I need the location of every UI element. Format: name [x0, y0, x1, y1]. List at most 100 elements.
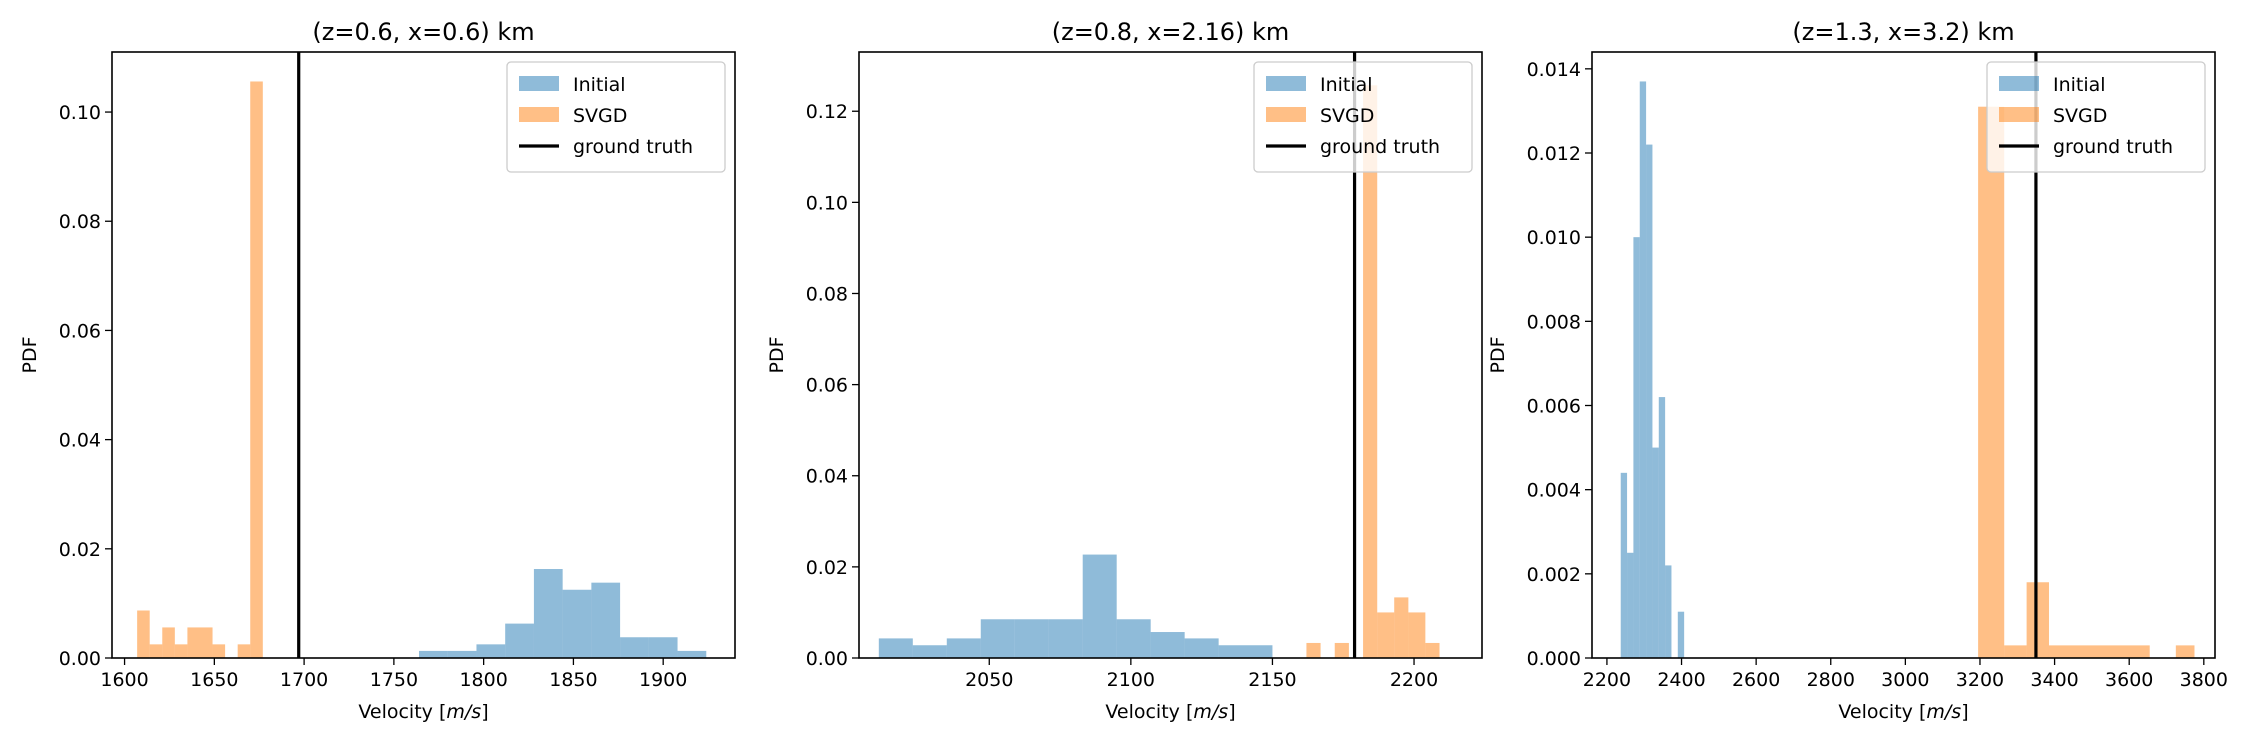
legend-label: SVGD	[2053, 105, 2107, 127]
x-axis-label: Velocity [m/s]	[358, 701, 488, 723]
y-tick-label: 0.004	[1527, 480, 1581, 502]
histogram-bar-initial	[1652, 447, 1659, 658]
x-tick-label: 3800	[2180, 669, 2228, 691]
histogram-bar-initial	[677, 650, 707, 658]
histogram-bar-initial	[533, 569, 563, 658]
histogram-bar-initial	[912, 645, 947, 658]
x-tick-label: 2200	[1390, 669, 1438, 691]
legend-swatch-svgd	[1266, 107, 1306, 122]
legend-label: ground truth	[1320, 136, 1440, 158]
y-axis-label: PDF	[19, 336, 41, 373]
histogram-bar-initial	[1633, 237, 1640, 658]
legend-swatch-svgd	[1999, 107, 2039, 122]
legend-label: Initial	[2053, 74, 2106, 96]
y-tick-label: 0.00	[59, 648, 101, 670]
x-tick-label: 3200	[1956, 669, 2004, 691]
x-tick-label: 2100	[1107, 669, 1155, 691]
histogram-bar-initial	[419, 650, 448, 658]
histogram-bar-initial	[505, 623, 534, 658]
histogram-bar-svgd	[162, 627, 175, 658]
x-axis-label: Velocity [m/s]	[1105, 701, 1235, 723]
histogram-bar-svgd	[1363, 85, 1378, 658]
y-axis-label: PDF	[766, 336, 788, 373]
histogram-bar-initial	[946, 638, 981, 658]
x-tick-label: 1850	[549, 669, 597, 691]
histogram-bar-svgd	[1978, 106, 2005, 659]
chart-title: (z=0.6, x=0.6) km	[312, 18, 534, 46]
legend-label: ground truth	[573, 136, 693, 158]
chart-panel-3: 2200 2400 2600 2800 3000 3200 3400 3600 3800 0.00…	[1487, 18, 2228, 723]
legend: Initial SVGD ground truth	[506, 61, 726, 173]
histogram-bar-svgd	[1306, 642, 1321, 658]
x-tick-label: 3600	[2105, 669, 2153, 691]
histogram-bar-svgd	[212, 644, 226, 658]
legend-box	[1253, 61, 1473, 173]
legend-label: Initial	[573, 74, 626, 96]
histogram-bar-initial	[1627, 552, 1634, 658]
histogram-bar-svgd	[199, 627, 213, 658]
x-tick-label: 1700	[280, 669, 328, 691]
y-tick-label: 0.10	[806, 192, 848, 214]
histogram-bar-svgd	[149, 644, 163, 658]
y-tick-label: 0.06	[806, 375, 848, 397]
y-tick-label: 0.08	[806, 283, 848, 305]
histogram-bar-svgd	[137, 610, 150, 658]
histogram-bar-svgd	[250, 81, 263, 658]
histogram-bar-initial	[1677, 611, 1685, 658]
histogram-bar-svgd	[2026, 582, 2049, 658]
x-tick-label: 1900	[639, 669, 687, 691]
histogram-bar-svgd	[2175, 645, 2195, 658]
axes-frame	[858, 51, 1483, 659]
y-tick-label: 0.008	[1527, 311, 1581, 333]
histogram-bar-svgd	[174, 644, 188, 658]
x-tick-label: 3400	[2030, 669, 2078, 691]
histogram-bar-initial	[447, 650, 477, 658]
y-tick-label: 0.04	[806, 466, 848, 488]
y-tick-label: 0.10	[59, 102, 101, 124]
y-tick-label: 0.08	[59, 211, 101, 233]
x-tick-label: 2600	[1732, 669, 1780, 691]
legend-swatch-svgd	[519, 107, 559, 122]
histogram-bar-initial	[648, 637, 678, 658]
histogram-bar-initial	[1218, 645, 1273, 658]
legend-label: SVGD	[1320, 105, 1374, 127]
x-tick-label: 2200	[1583, 669, 1631, 691]
histogram-bar-initial	[1150, 632, 1185, 658]
y-tick-label: 0.02	[806, 557, 848, 579]
x-tick-label: 2050	[965, 669, 1013, 691]
x-axis-label: Velocity [m/s]	[1838, 701, 1968, 723]
legend: Initial SVGD ground truth	[1986, 61, 2206, 173]
histogram-bar-initial	[1014, 619, 1049, 658]
axes-frame	[111, 51, 736, 659]
x-tick-label: 3000	[1881, 669, 1929, 691]
y-tick-label: 0.006	[1527, 396, 1581, 418]
chart-title: (z=0.8, x=2.16) km	[1052, 18, 1290, 46]
legend-swatch-initial	[519, 76, 559, 91]
x-tick-label: 2150	[1248, 669, 1296, 691]
histogram-bar-initial	[1639, 81, 1647, 659]
histogram-bar-initial	[1658, 397, 1666, 658]
y-tick-label: 0.04	[59, 430, 101, 452]
y-tick-label: 0.02	[59, 539, 101, 561]
chart-title: (z=1.3, x=3.2) km	[1792, 18, 2014, 46]
histogram-bar-initial	[476, 644, 506, 658]
y-axis-label: PDF	[1487, 336, 1509, 373]
histogram-bar-initial	[1048, 619, 1083, 658]
x-tick-label: 1650	[190, 669, 238, 691]
y-tick-label: 0.010	[1527, 227, 1581, 249]
histogram-bar-svgd	[237, 644, 251, 658]
legend-label: SVGD	[573, 105, 627, 127]
histogram-bar-svgd	[2004, 645, 2027, 658]
histogram-bar-initial	[1665, 565, 1672, 658]
histogram-bar-initial	[1082, 554, 1117, 658]
y-tick-label: 0.06	[59, 320, 101, 342]
histogram-bar-initial	[1646, 144, 1653, 659]
legend-label: ground truth	[2053, 136, 2173, 158]
y-tick-label: 0.002	[1527, 564, 1581, 586]
x-tick-label: 1600	[100, 669, 148, 691]
histogram-bar-svgd	[1334, 642, 1349, 658]
x-tick-label: 2400	[1657, 669, 1705, 691]
histogram-bar-initial	[1620, 472, 1628, 658]
y-tick-label: 0.000	[1527, 648, 1581, 670]
y-tick-label: 0.014	[1527, 59, 1581, 81]
